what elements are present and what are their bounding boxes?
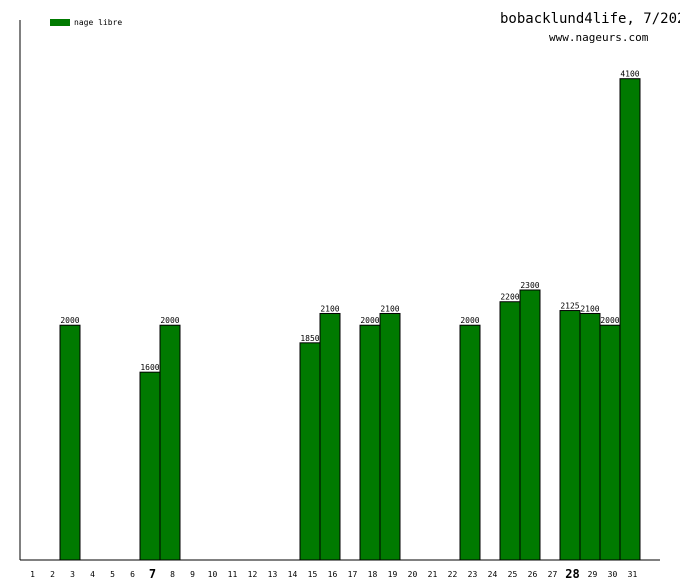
x-tick-label: 19 [388,570,398,579]
x-tick-label: 27 [548,570,558,579]
x-tick-label: 8 [170,570,175,579]
x-tick-label: 23 [468,570,478,579]
x-tick-label: 16 [328,570,338,579]
x-tick-label: 31 [628,570,638,579]
x-tick-label: 12 [248,570,258,579]
bar-value-label: 2000 [360,316,379,325]
bar-value-label: 2300 [520,281,539,290]
x-tick-label: 26 [528,570,538,579]
x-tick-label: 7 [149,567,156,580]
bar-value-label: 1600 [140,363,159,372]
bar [359,324,381,561]
chart-title: bobacklund4life, 7/2025 [500,11,680,27]
x-tick-label: 22 [448,570,458,579]
x-tick-label: 13 [268,570,278,579]
x-tick-label: 17 [348,570,358,579]
x-tick-label: 14 [288,570,298,579]
bar [319,312,341,561]
bar [579,312,601,561]
bar [139,371,161,561]
bar [499,301,521,561]
x-tick-label: 4 [90,570,95,579]
bar [299,342,321,561]
legend-swatch [50,19,70,26]
bar-value-label: 2125 [560,302,579,311]
x-tick-label: 15 [308,570,318,579]
x-tick-labels: 1 2 3 4 5 6 7 8 9 10 11 12 13 14 15 16 17 18 19 20 21 22 23 24 2… [30,567,637,580]
bar-value-label: 2000 [60,316,79,325]
bar [519,289,541,561]
bar [459,324,481,561]
bar [159,324,181,561]
x-tick-label: 10 [208,570,218,579]
bars [59,78,641,561]
x-tick-label: 21 [428,570,438,579]
x-tick-label: 9 [190,570,195,579]
legend: nage libre [50,18,122,27]
bar-value-label: 2000 [460,316,479,325]
x-tick-label: 3 [70,570,75,579]
site-url: www.nageurs.com [549,31,649,44]
x-tick-label: 20 [408,570,418,579]
x-tick-label: 28 [565,567,579,580]
bar [59,324,81,561]
x-tick-label: 5 [110,570,115,579]
x-tick-label: 1 [30,570,35,579]
legend-label: nage libre [74,18,122,27]
x-tick-label: 11 [228,570,238,579]
x-tick-label: 18 [368,570,378,579]
bar-value-label: 4100 [620,70,639,79]
bar-value-label: 2000 [160,316,179,325]
x-tick-label: 6 [130,570,135,579]
bar-value-label: 2100 [380,304,399,313]
bar [559,310,581,561]
bar-value-label: 2200 [500,293,519,302]
bar [619,78,641,561]
bar-labels: 2000160020001850210020002100200022002300… [60,70,639,372]
bar-value-label: 2100 [580,304,599,313]
bar-value-label: 2100 [320,304,339,313]
x-tick-label: 2 [50,570,55,579]
x-tick-label: 24 [488,570,498,579]
bar-value-label: 1850 [300,334,319,343]
x-tick-label: 25 [508,570,518,579]
x-tick-label: 29 [588,570,598,579]
bar-value-label: 2000 [600,316,619,325]
bar [379,312,401,561]
bar [599,324,621,561]
x-tick-label: 30 [608,570,618,579]
